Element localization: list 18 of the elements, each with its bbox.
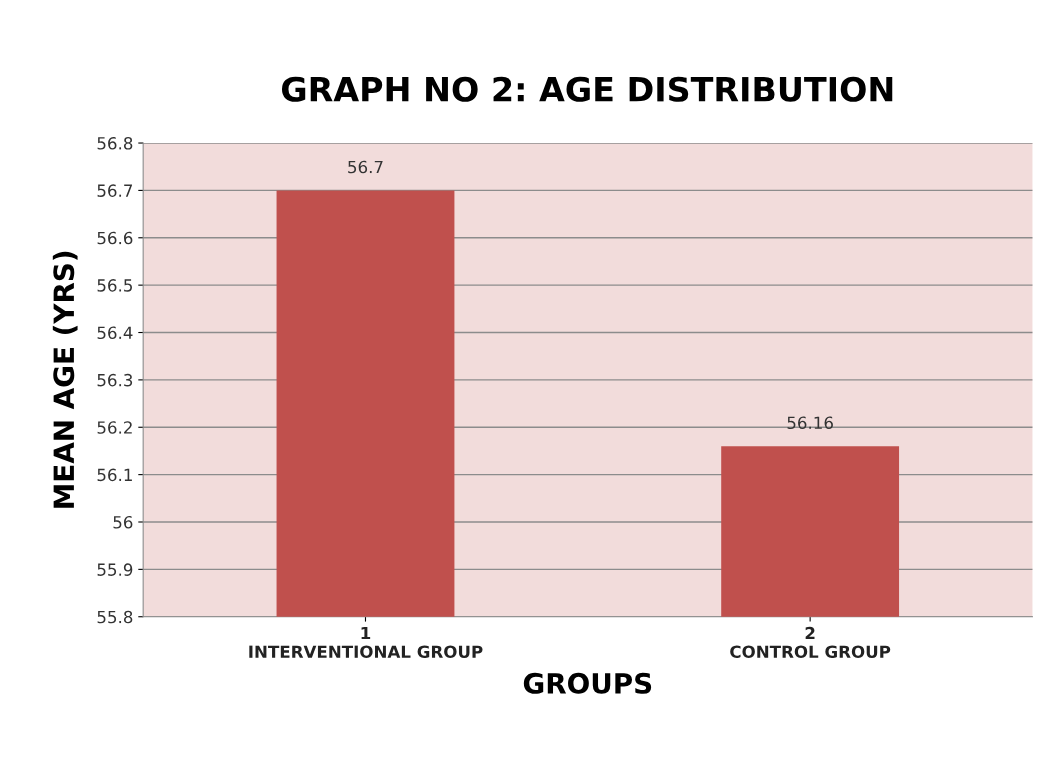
- data-label: 56.7: [348, 160, 383, 174]
- y-tick-label: 56.7: [97, 184, 133, 197]
- y-tick-label: 56.8: [97, 137, 133, 150]
- y-tick-label: 56.5: [97, 279, 132, 292]
- y-tick-label: 56.6: [97, 231, 133, 245]
- x-tick-label: 2 CONTROL GROUP: [730, 626, 891, 659]
- data-label: 56.16: [787, 416, 833, 430]
- chart-title: GRAPH NO 2: AGE DISTRIBUTION: [281, 76, 893, 102]
- y-tick-label: 55.8: [97, 610, 133, 624]
- y-tick-label: 56.4: [97, 326, 133, 340]
- y-tick-label: 56.3: [97, 373, 133, 387]
- y-tick-label: 56.1: [97, 468, 132, 482]
- y-tick-label: 56: [113, 515, 133, 529]
- y-axis-title: MEAN AGE (YRS): [52, 251, 78, 508]
- x-axis-title: GROUPS: [523, 672, 652, 694]
- y-tick-label: 55.9: [97, 563, 133, 576]
- y-tick-label: 56.2: [97, 421, 132, 434]
- x-tick-label: 1 INTERVENTIONAL GROUP: [249, 626, 483, 659]
